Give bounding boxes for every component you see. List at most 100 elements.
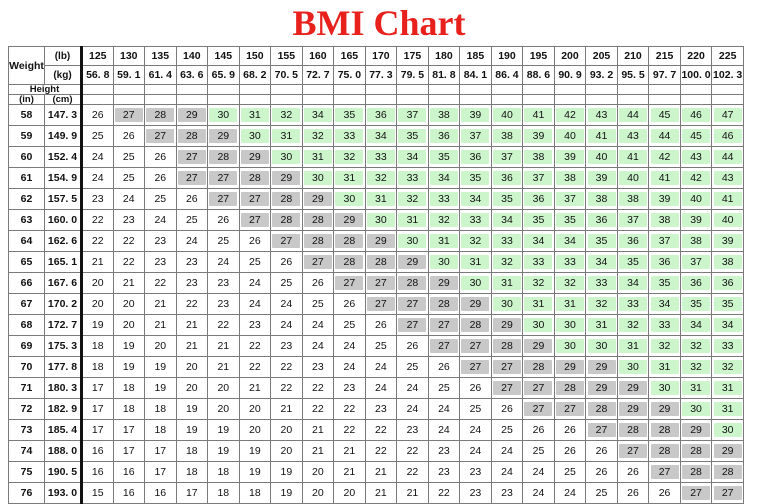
bmi-value: 32 (650, 339, 679, 353)
bmi-value: 29 (461, 297, 490, 311)
bmi-value: 35 (492, 192, 521, 206)
bmi-value: 19 (248, 445, 261, 457)
bmi-value: 30 (335, 192, 364, 206)
height-in-cell: 71 (8, 377, 45, 399)
bmi-cell: 25 (490, 419, 524, 441)
bmi-cell: 21 (175, 314, 209, 336)
bmi-value: 21 (154, 319, 167, 331)
bmi-value: 36 (619, 234, 648, 248)
height-cm-cell: 185. 4 (44, 419, 83, 441)
bmi-value: 28 (619, 423, 648, 437)
bmi-value: 27 (209, 192, 238, 206)
bmi-cell: 35 (553, 209, 587, 231)
bmi-value: 24 (469, 445, 482, 457)
bmi-value: 18 (91, 361, 104, 373)
bmi-cell: 22 (207, 314, 240, 336)
bmi-value: 46 (682, 108, 711, 122)
height-cm-cell: 177. 8 (44, 356, 83, 378)
kg-unit-label: (kg) (44, 65, 83, 85)
bmi-cell: 28 (270, 188, 303, 210)
bmi-cell: 22 (301, 377, 335, 399)
bmi-value: 23 (438, 466, 450, 478)
bmi-value: 41 (524, 108, 553, 122)
bmi-value: 37 (650, 234, 679, 248)
bmi-value: 27 (713, 486, 742, 500)
bmi-value: 32 (524, 276, 553, 290)
bmi-value: 24 (280, 298, 293, 310)
bmi-cell: 30 (427, 251, 461, 273)
bmi-cell: 17 (81, 398, 114, 420)
bmi-value: 23 (312, 361, 324, 373)
bmi-value: 34 (682, 318, 711, 332)
bmi-value: 23 (438, 445, 450, 457)
bmi-value: 28 (303, 213, 332, 227)
bmi-cell: 31 (238, 104, 272, 126)
bmi-value: 24 (532, 466, 545, 478)
bmi-value: 46 (713, 129, 742, 143)
bmi-cell: 24 (490, 440, 524, 462)
bmi-cell: 27 (364, 272, 398, 294)
bmi-cell: 35 (333, 104, 366, 126)
bmi-cell: 24 (207, 251, 240, 273)
bmi-value: 27 (398, 297, 427, 311)
bmi-cell: 17 (81, 377, 114, 399)
bmi-cell: 19 (207, 419, 240, 441)
bmi-value: 29 (429, 276, 458, 290)
bmi-value: 34 (303, 108, 332, 122)
bmi-cell: 46 (711, 125, 744, 147)
bmi-value: 28 (713, 465, 742, 479)
bmi-cell: 27 (490, 377, 524, 399)
bmi-value: 19 (217, 424, 230, 436)
bmi-value: 18 (248, 487, 261, 499)
bmi-value: 26 (375, 319, 387, 331)
height-in-cell: 76 (8, 482, 45, 504)
bmi-cell: 28 (333, 230, 366, 252)
bmi-cell: 20 (270, 419, 303, 441)
bmi-cell: 30 (207, 104, 240, 126)
bmi-value: 16 (91, 466, 104, 478)
bmi-value: 30 (272, 150, 301, 164)
bmi-cell: 24 (522, 482, 555, 504)
bmi-value: 37 (492, 150, 521, 164)
bmi-cell: 34 (490, 209, 524, 231)
bmi-value: 33 (461, 213, 490, 227)
blank-cell (396, 94, 429, 105)
bmi-cell: 23 (175, 251, 209, 273)
bmi-cell: 28 (490, 335, 524, 357)
bmi-value: 17 (154, 466, 167, 478)
bmi-value: 26 (91, 109, 104, 121)
bmi-value: 47 (713, 108, 742, 122)
bmi-value: 41 (713, 192, 742, 206)
bmi-value: 37 (682, 255, 711, 269)
bmi-value: 17 (91, 424, 104, 436)
bmi-cell: 29 (616, 377, 650, 399)
bmi-cell: 17 (144, 440, 177, 462)
bmi-value: 38 (429, 108, 458, 122)
bmi-value: 28 (524, 360, 553, 374)
bmi-cell: 23 (396, 419, 429, 441)
bmi-cell: 21 (207, 335, 240, 357)
bmi-value: 30 (303, 171, 332, 185)
height-cm-cell: 157. 5 (44, 188, 83, 210)
bmi-value: 27 (146, 129, 175, 143)
bmi-value: 19 (280, 487, 293, 499)
bmi-value: 35 (461, 171, 490, 185)
bmi-value: 24 (248, 277, 261, 289)
weight-kg-header: 63. 6 (175, 65, 209, 85)
bmi-cell: 21 (175, 335, 209, 357)
bmi-cell: 32 (301, 125, 335, 147)
bmi-cell: 26 (144, 167, 177, 189)
bmi-value: 35 (398, 129, 427, 143)
bmi-value: 33 (524, 255, 553, 269)
bmi-cell: 35 (427, 146, 461, 168)
bmi-value: 24 (564, 487, 576, 499)
bmi-value: 30 (619, 360, 648, 374)
bmi-value: 24 (375, 361, 387, 373)
bmi-value: 29 (555, 360, 584, 374)
bmi-cell: 22 (396, 461, 429, 483)
blank-cell (270, 84, 303, 95)
table-row: 66 167. 6 20 21 22 23 23 24 25 26 27 27 28 29 30 31 32 32… (8, 272, 744, 294)
bmi-cell: 18 (238, 482, 272, 504)
bmi-value: 26 (406, 340, 419, 352)
bmi-cell: 30 (238, 125, 272, 147)
